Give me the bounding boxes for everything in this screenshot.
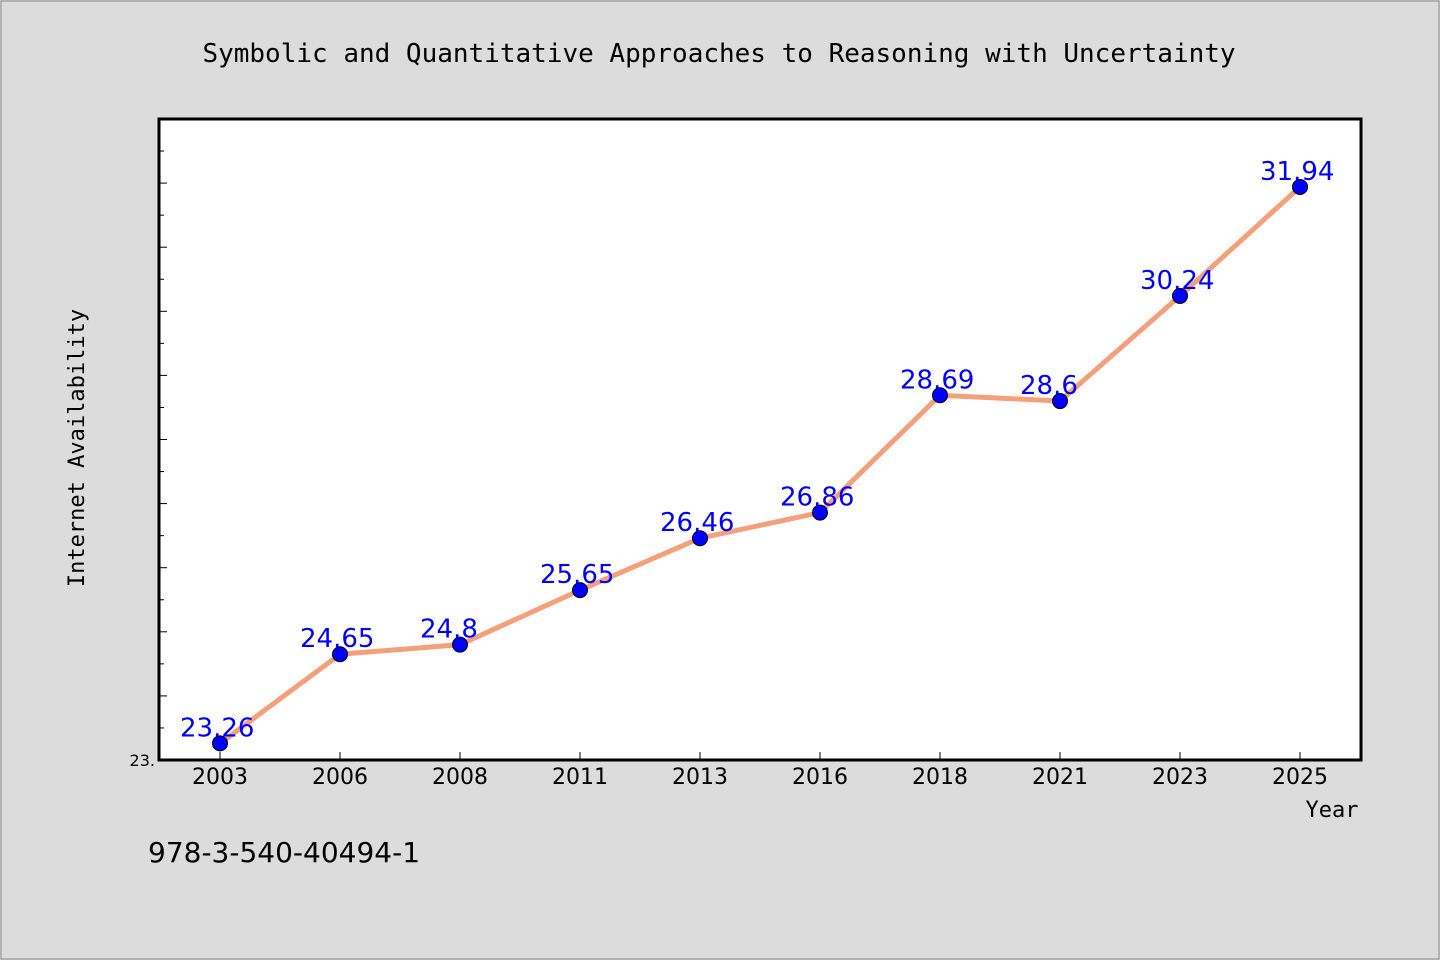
data-point [1172, 287, 1188, 304]
data-point [692, 530, 708, 547]
data-label: 30.24 [1140, 266, 1214, 296]
x-axis-ticks: 2003 2006 2008 2011 2013 2016 2018 2021 2023 2025 [192, 752, 1328, 790]
data-point [812, 504, 828, 521]
x-axis-label: Year [1306, 798, 1359, 823]
data-label: 23.26 [180, 713, 254, 743]
data-point [212, 735, 228, 752]
data-point [572, 582, 588, 599]
data-label: 24.8 [420, 615, 478, 645]
x-tick-label: 2013 [672, 765, 728, 790]
plot-area [157, 117, 1363, 762]
data-label: 28.6 [1020, 371, 1078, 401]
x-tick-label: 2016 [792, 765, 848, 790]
data-label: 26.86 [780, 483, 854, 513]
x-tick-label: 2018 [912, 765, 968, 790]
data-point [452, 636, 468, 653]
data-label: 26.46 [660, 508, 734, 538]
data-point [332, 646, 348, 663]
chart-title: Symbolic and Quantitative Approaches to … [202, 39, 1235, 69]
x-tick-label: 2021 [1032, 765, 1088, 790]
x-tick-label: 2003 [192, 765, 248, 790]
x-tick-label: 2008 [432, 765, 488, 790]
isbn-text: 978-3-540-40494-1 [148, 836, 420, 869]
x-tick-label: 2025 [1272, 765, 1328, 790]
data-point [1292, 178, 1308, 195]
data-label: 25.65 [540, 560, 614, 590]
series-line [217, 184, 1303, 746]
y-tick-label: 23. [130, 751, 155, 770]
x-tick-label: 2023 [1152, 765, 1208, 790]
series-markers [212, 178, 1308, 752]
data-labels: 23.26 24.65 24.8 25.65 26.46 26.86 28.69 28.6 30… [180, 157, 1334, 743]
y-axis-ticks: 23. [130, 118, 167, 770]
x-tick-label: 2006 [312, 765, 368, 790]
data-label: 28.69 [900, 365, 974, 395]
data-point [1052, 393, 1068, 410]
y-axis-label: Internet Availability [65, 309, 90, 587]
data-label: 31.94 [1260, 157, 1334, 187]
data-point [932, 387, 948, 404]
data-label: 24.65 [300, 624, 374, 654]
x-tick-label: 2011 [552, 765, 608, 790]
series-polyline [217, 184, 1303, 746]
